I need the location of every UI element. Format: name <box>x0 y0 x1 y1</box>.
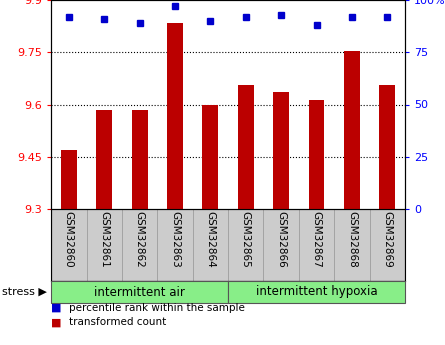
Bar <box>202 105 218 209</box>
Bar <box>51 209 87 281</box>
Bar <box>61 150 77 209</box>
Text: GSM32869: GSM32869 <box>382 211 392 268</box>
Text: GSM32861: GSM32861 <box>99 211 109 268</box>
Bar <box>193 209 228 281</box>
Text: GSM32865: GSM32865 <box>241 211 251 268</box>
Bar <box>228 281 405 303</box>
Bar <box>228 209 263 281</box>
Bar <box>263 209 299 281</box>
Bar <box>158 209 193 281</box>
Text: ■: ■ <box>51 303 62 313</box>
Text: ■: ■ <box>51 317 62 327</box>
Text: intermittent hypoxia: intermittent hypoxia <box>256 286 377 298</box>
Bar <box>167 23 183 209</box>
Text: percentile rank within the sample: percentile rank within the sample <box>69 303 245 313</box>
Text: GSM32860: GSM32860 <box>64 211 74 268</box>
Bar <box>87 209 122 281</box>
Bar <box>299 209 334 281</box>
Bar <box>344 50 360 209</box>
Text: GSM32863: GSM32863 <box>170 211 180 268</box>
Text: transformed count: transformed count <box>69 317 166 327</box>
Bar <box>122 209 158 281</box>
Text: GSM32864: GSM32864 <box>206 211 215 268</box>
Text: stress ▶: stress ▶ <box>2 287 47 297</box>
Bar <box>379 85 395 209</box>
Text: GSM32868: GSM32868 <box>347 211 357 268</box>
Bar <box>273 92 289 209</box>
Bar <box>369 209 405 281</box>
Text: GSM32862: GSM32862 <box>135 211 145 268</box>
Bar <box>96 110 112 209</box>
Bar <box>334 209 369 281</box>
Bar <box>132 110 148 209</box>
Text: GSM32866: GSM32866 <box>276 211 286 268</box>
Bar <box>238 85 254 209</box>
Bar <box>308 100 324 209</box>
Text: intermittent air: intermittent air <box>94 286 185 298</box>
Bar <box>51 281 228 303</box>
Text: GSM32867: GSM32867 <box>312 211 321 268</box>
